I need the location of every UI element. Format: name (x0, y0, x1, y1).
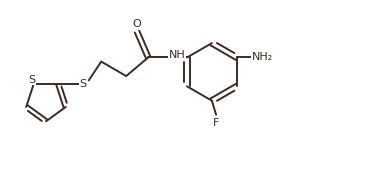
Text: NH₂: NH₂ (252, 53, 273, 63)
Text: O: O (132, 19, 141, 29)
Text: S: S (28, 75, 35, 85)
Text: F: F (213, 118, 219, 128)
Text: NH: NH (169, 50, 186, 60)
Text: S: S (79, 79, 86, 89)
